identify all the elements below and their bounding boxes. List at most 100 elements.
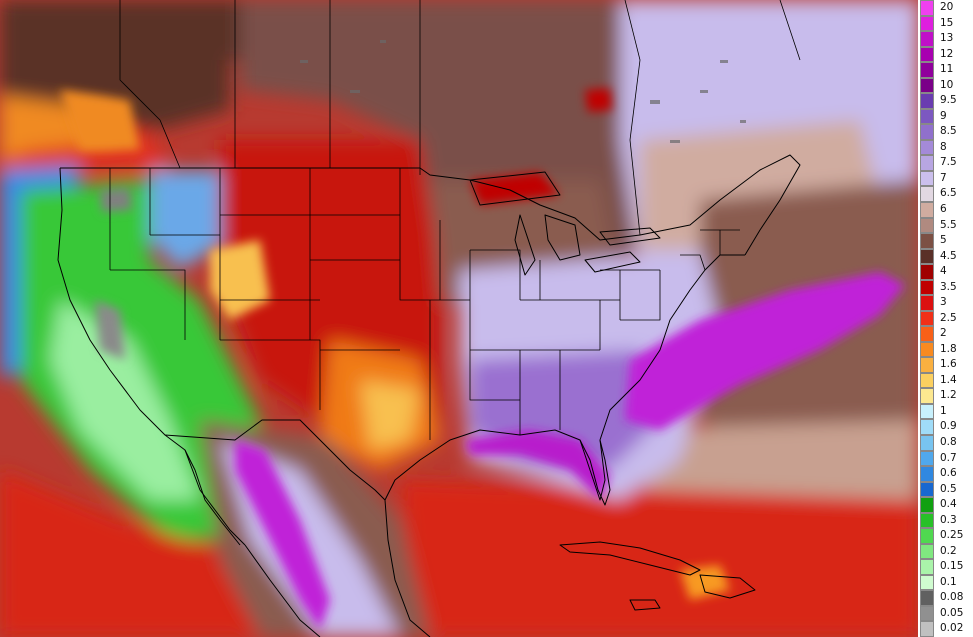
legend-label: 2.5: [940, 311, 957, 324]
legend-label: 1.8: [940, 342, 957, 355]
gulf-coastline: [384, 254, 745, 501]
jamaica-outline: [629, 599, 661, 611]
idaho-gray-spot: [100, 188, 132, 212]
legend-swatch: [920, 310, 934, 327]
legend-label: 7: [940, 171, 947, 184]
legend-entry: 12: [918, 46, 973, 63]
legend-entry: 0.08: [918, 590, 973, 606]
legend-swatch: [920, 186, 934, 202]
legend-swatch: [920, 559, 934, 575]
legend-swatch: [920, 62, 934, 78]
legend-label: 0.7: [940, 451, 957, 464]
legend-swatch: [920, 574, 934, 591]
legend-label: 0.08: [940, 591, 964, 604]
legend-label: 3: [940, 296, 947, 309]
legend-label: 0.2: [940, 544, 957, 557]
legend-label: 8: [940, 140, 947, 153]
legend-entry: 10: [918, 77, 973, 94]
legend-swatch: [920, 528, 934, 544]
legend-swatch: [920, 279, 934, 296]
cuba-outline: [559, 541, 701, 576]
legend-swatch: [920, 466, 934, 482]
legend-swatch: [920, 590, 934, 606]
california-gray: [95, 300, 125, 360]
legend-entry: 1: [918, 403, 973, 420]
legend-entry: 0.7: [918, 450, 973, 467]
canada-province-lines: [119, 0, 801, 236]
legend-label: 0.05: [940, 606, 964, 619]
legend-label: 9: [940, 109, 947, 122]
legend-entry: 8.5: [918, 124, 973, 140]
legend-label: 4: [940, 265, 947, 278]
legend-swatch: [920, 31, 934, 47]
hispaniola-outline: [699, 574, 756, 599]
legend-entry: 0.3: [918, 512, 973, 529]
legend-entry: 4: [918, 264, 973, 280]
mexico-gulf-coastline: [384, 499, 431, 637]
legend-label: 0.9: [940, 420, 957, 433]
legend-entry: 1.2: [918, 388, 973, 404]
shaded-forecast-map: [0, 0, 918, 637]
legend-entry: 0.05: [918, 605, 973, 622]
gulf-magenta-band: [465, 430, 610, 500]
legend-label: 5.5: [940, 218, 957, 231]
legend-entry: 6: [918, 201, 973, 218]
legend-swatch: [920, 450, 934, 467]
legend-entry: 2: [918, 326, 973, 342]
legend-entry: 0.2: [918, 543, 973, 560]
legend-entry: 2.5: [918, 310, 973, 327]
legend-entry: 8: [918, 139, 973, 156]
legend-swatch: [920, 77, 934, 94]
legend-swatch: [920, 403, 934, 420]
color-scale-legend: 20 15 13 12 11 10 9.5 9 8.5 8 7.5 7 6.5 6 5.5 5 4.5 4 3.5 3…: [918, 0, 973, 637]
legend-swatch: [920, 357, 934, 373]
legend-swatch: [920, 15, 934, 32]
legend-entry: 3.5: [918, 279, 973, 296]
legend-label: 12: [940, 47, 954, 60]
legend-label: 7.5: [940, 156, 957, 169]
legend-swatch: [920, 264, 934, 280]
legend-swatch: [920, 388, 934, 404]
legend-entry: 9: [918, 108, 973, 125]
hudson-red-spot: [585, 88, 612, 112]
legend-swatch: [920, 108, 934, 125]
legend-entry: 1.6: [918, 357, 973, 373]
legend-label: 20: [940, 1, 954, 13]
legend-entry: 6.5: [918, 186, 973, 202]
legend-swatch: [920, 497, 934, 513]
legend-entry: 0.5: [918, 481, 973, 498]
legend-swatch: [920, 248, 934, 265]
legend-label: 0.8: [940, 436, 957, 449]
legend-swatch: [920, 217, 934, 234]
legend-entry: 1.4: [918, 372, 973, 389]
legend-label: 3.5: [940, 280, 957, 293]
field-west-lightgreen: [50, 300, 200, 500]
legend-label: 1.6: [940, 358, 957, 371]
legend-entry: 20: [918, 0, 973, 16]
legend-swatch: [920, 605, 934, 622]
legend-swatch: [920, 435, 934, 451]
legend-swatch: [920, 372, 934, 389]
legend-label: 0.6: [940, 467, 957, 480]
legend-entry: 0.25: [918, 528, 973, 544]
intense-features: [60, 88, 905, 630]
field-tx-yellow: [360, 380, 420, 450]
us-mexico-border: [164, 419, 386, 501]
state-lines: [109, 168, 740, 440]
legend-entry: 1.8: [918, 341, 973, 358]
legend-swatch: [920, 512, 934, 529]
legend-entry: 0.02: [918, 621, 973, 637]
legend-entry: 9.5: [918, 93, 973, 109]
nw-orange-spot: [60, 90, 140, 150]
legend-entry: 15: [918, 15, 973, 32]
legend-swatch: [920, 93, 934, 109]
atlantic-magenta-plume: [625, 272, 905, 430]
legend-swatch: [920, 124, 934, 140]
legend-label: 0.3: [940, 513, 957, 526]
legend-swatch: [920, 170, 934, 187]
legend-label: 0.25: [940, 529, 964, 542]
legend-label: 1.2: [940, 389, 957, 402]
legend-swatch: [920, 201, 934, 218]
florida-outline: [579, 439, 611, 506]
legend-entry: 0.9: [918, 419, 973, 436]
